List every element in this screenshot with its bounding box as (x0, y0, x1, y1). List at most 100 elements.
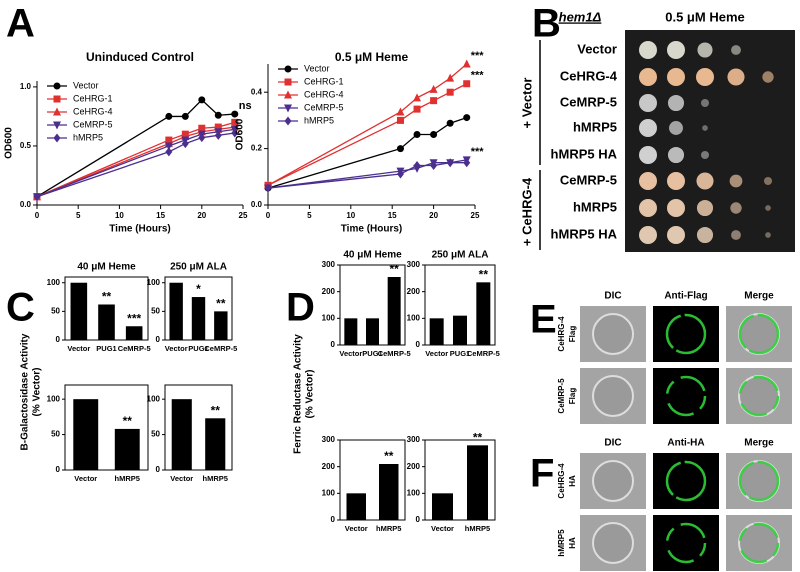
significance: *** (127, 311, 141, 325)
bar (70, 282, 88, 340)
row-label: Flag (568, 388, 577, 405)
panel-label: B (532, 2, 561, 46)
legend-marker (284, 78, 292, 86)
x-tick-label: Vector (425, 349, 448, 358)
marker (165, 147, 173, 157)
x-tick-label: 20 (197, 211, 206, 220)
marker (214, 111, 222, 119)
bar (171, 399, 192, 470)
fluorescence (738, 313, 780, 355)
legend-marker (284, 104, 292, 113)
marker (396, 169, 404, 179)
marker (463, 80, 471, 88)
x-tick-label: 25 (471, 211, 480, 220)
column-header: DIC (604, 438, 621, 449)
legend-label: Vector (73, 80, 99, 90)
marker (446, 158, 454, 168)
genotype: hem1Δ (559, 9, 602, 24)
legend-marker (284, 90, 292, 99)
x-tick-label: PUG1 (450, 349, 470, 358)
y-tick-label: 50 (51, 306, 60, 315)
y-tick-label: 300 (322, 435, 336, 444)
marker (446, 119, 454, 127)
row-label: HA (568, 537, 577, 549)
y-tick-label: 50 (151, 430, 160, 439)
significance: ** (473, 431, 483, 445)
strain-label: hMRP5 HA (551, 226, 618, 241)
colony-spot (765, 205, 771, 211)
colony-spot (697, 42, 713, 58)
legend-label: Vector (304, 63, 330, 73)
cell (592, 522, 634, 564)
colony-spot (729, 174, 743, 188)
colony-spot (639, 226, 657, 244)
y-axis-label: (% Vector) (32, 368, 43, 417)
bar (214, 311, 228, 340)
bar (476, 282, 491, 345)
strain-label: hMRP5 (573, 199, 617, 214)
fluorescence (738, 522, 780, 564)
significance: ** (389, 262, 399, 276)
marker (231, 128, 239, 138)
significance: ** (216, 297, 226, 311)
colony-spot (700, 150, 710, 160)
x-tick-label: PUG1 (362, 349, 382, 358)
y-tick-label: 0.4 (251, 87, 263, 96)
x-tick-label: 10 (115, 211, 124, 220)
x-tick-label: PUG1 (188, 344, 208, 353)
marker (231, 110, 239, 118)
panel-label: A (6, 2, 35, 46)
marker (430, 161, 438, 171)
legend-label: CeHRG-1 (304, 76, 344, 86)
y-tick-label: 0 (156, 335, 161, 344)
chart-title: 40 μM Heme (77, 262, 136, 273)
colony-spot (696, 199, 714, 217)
y-tick-label: 0 (56, 335, 61, 344)
x-tick-label: CeMRP-5 (467, 349, 500, 358)
x-tick-label: Vector (431, 524, 454, 533)
y-tick-label: 100 (47, 278, 61, 287)
legend-marker (53, 133, 61, 143)
y-axis-label: OD600 (235, 118, 246, 150)
legend-marker (53, 82, 61, 90)
cell (592, 375, 634, 417)
series-line (36, 98, 235, 198)
y-tick-label: 200 (322, 287, 336, 296)
chart-title: 0.5 μM Heme (335, 50, 409, 64)
fluorescence (738, 375, 780, 417)
x-tick-label: 25 (239, 211, 248, 220)
x-tick-label: 10 (346, 211, 355, 220)
colony-spot (696, 68, 714, 86)
plot-frame (339, 439, 406, 521)
y-axis-label: (% Vector) (305, 370, 316, 419)
colony-spot (639, 172, 657, 190)
colony-spot (667, 94, 685, 112)
column-header: DIC (604, 291, 621, 302)
marker (396, 116, 404, 124)
marker (430, 97, 438, 105)
y-tick-label: 50 (151, 306, 160, 315)
plot-frame (424, 439, 496, 521)
marker (198, 96, 206, 104)
x-tick-label: 5 (307, 211, 312, 220)
x-tick-label: Vector (67, 344, 90, 353)
x-tick-label: Vector (345, 524, 368, 533)
x-tick-label: 0 (266, 211, 271, 220)
panel-label: F (530, 452, 554, 496)
column-header: Anti-HA (667, 438, 704, 449)
colony-spot (700, 98, 710, 108)
legend-marker (53, 95, 61, 103)
colony-spot (639, 41, 657, 59)
cell (592, 313, 634, 355)
bar (429, 318, 444, 345)
marker (413, 105, 421, 113)
chart-title: 250 μM ALA (432, 250, 489, 261)
x-tick-label: 5 (76, 211, 81, 220)
x-tick-label: Vector (74, 474, 97, 483)
y-tick-label: 300 (407, 260, 421, 269)
y-tick-label: 100 (47, 394, 61, 403)
column-header: Merge (744, 438, 774, 449)
x-axis-label: Time (Hours) (109, 224, 171, 235)
colony-spot (765, 232, 771, 238)
column-header: Anti-Flag (664, 291, 707, 302)
